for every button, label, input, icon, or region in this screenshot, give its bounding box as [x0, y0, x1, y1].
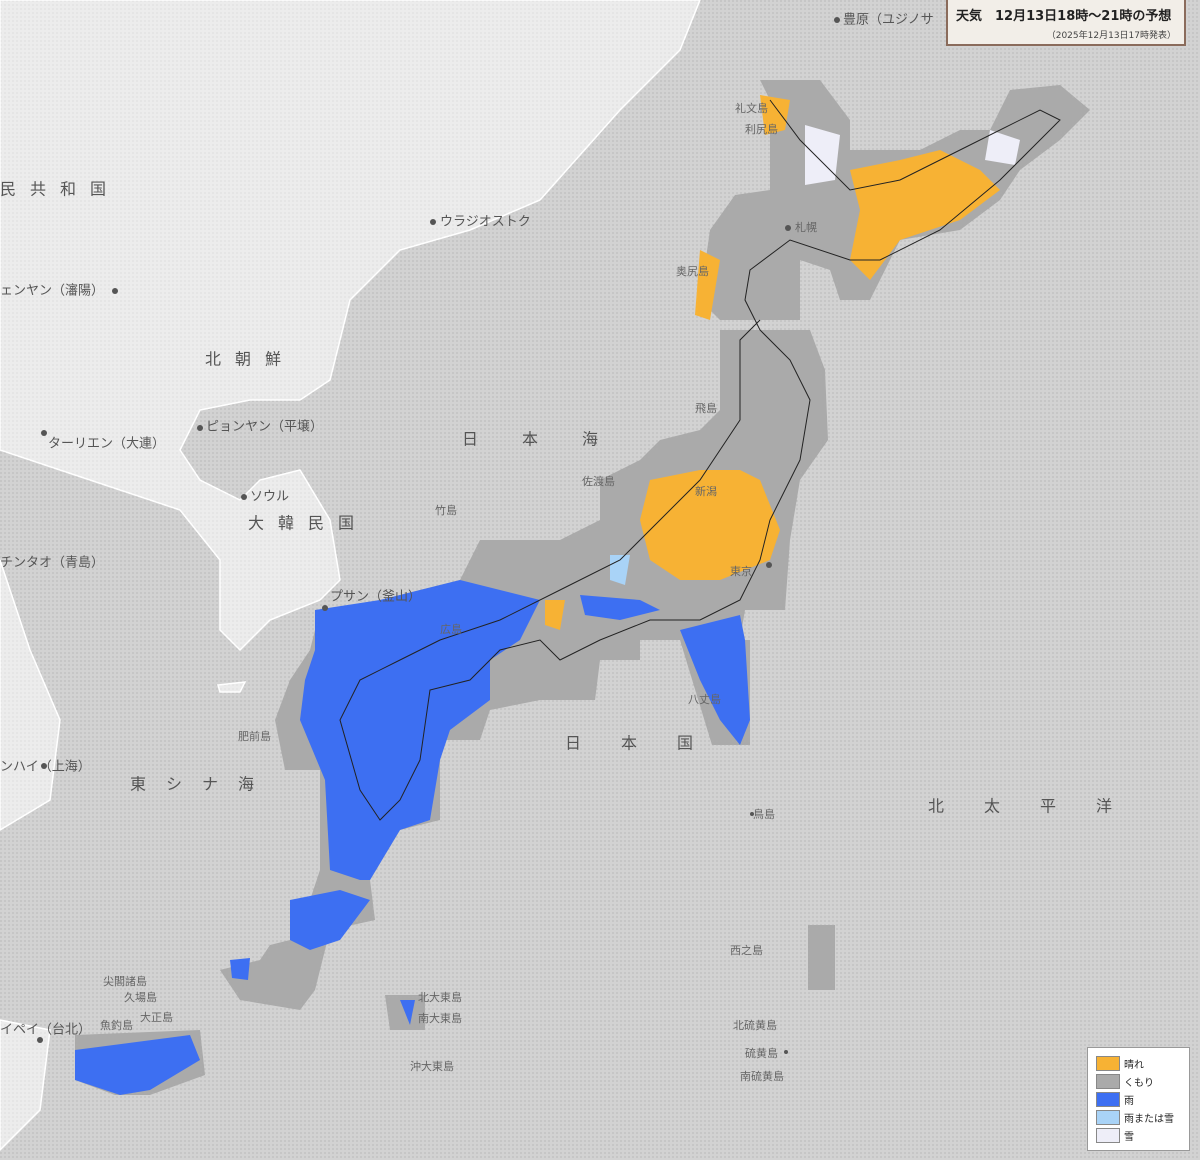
legend-item: 雪: [1096, 1126, 1181, 1144]
weather-area: [580, 595, 660, 620]
place-label: 竹島: [435, 503, 457, 517]
weather-area: [290, 890, 370, 950]
place-label: 八丈島: [688, 692, 721, 706]
place-label: ソウル: [250, 490, 289, 505]
weather-area: [640, 470, 780, 580]
legend-label: 雨: [1124, 1095, 1134, 1107]
legend-item: 晴れ: [1096, 1054, 1181, 1072]
legend-swatch: [1096, 1127, 1120, 1143]
legend-label: 晴れ: [1124, 1059, 1144, 1071]
place-label: 南大東島: [418, 1011, 462, 1025]
place-label: プサン（釜山）: [330, 590, 421, 605]
place-label: 豊原（ユジノサ: [843, 13, 934, 28]
weather-area: [985, 130, 1020, 165]
place-label: 鳥島: [753, 807, 775, 821]
weather-area: [695, 250, 720, 320]
place-label: 尖閣諸島: [103, 974, 147, 988]
place-label: 北太平洋: [928, 797, 1152, 816]
place-labels: 豊原（ユジノサ ウラジオストク 民共和国 ェンヤン（瀋陽） 北朝鮮 ピョンヤン（…: [0, 13, 1152, 1084]
place-label: 北硫黄島: [733, 1018, 777, 1032]
place-label: ターリエン（大連）: [48, 437, 165, 452]
place-label: 佐渡島: [582, 474, 615, 488]
legend-swatch: [1096, 1073, 1120, 1089]
legend-item: 雨: [1096, 1090, 1181, 1108]
legend-swatch: [1096, 1091, 1120, 1107]
place-label: 飛島: [695, 401, 717, 415]
place-label: 札幌: [795, 220, 817, 234]
place-label: 礼文島: [735, 101, 768, 115]
legend-item: 雨または雪: [1096, 1108, 1181, 1126]
place-label: 新潟: [695, 484, 717, 498]
place-label: 広島: [440, 622, 462, 636]
weather-area: [75, 1035, 200, 1095]
weather-area: [808, 925, 835, 990]
place-label: 日本国: [565, 734, 733, 753]
subtitle: （2025年12月13日17時発表）: [1046, 31, 1176, 41]
place-label: イペイ（台北）: [0, 1023, 91, 1038]
place-label: 北大東島: [418, 990, 462, 1004]
legend-swatch: [1096, 1055, 1120, 1071]
place-label: ピョンヤン（平壌）: [206, 420, 323, 435]
continent: [0, 0, 701, 1152]
place-label: 久場島: [124, 990, 157, 1004]
city-dots: [37, 17, 840, 1054]
weather-area: [545, 600, 565, 630]
place-label: チンタオ（青島）: [0, 556, 104, 571]
legend-label: 雪: [1124, 1131, 1134, 1143]
legend-item: くもり: [1096, 1072, 1181, 1090]
place-label: 大正島: [140, 1010, 173, 1024]
legend: 晴れくもり雨雨または雪雪: [1087, 1047, 1190, 1151]
place-label: 北朝鮮: [205, 350, 295, 369]
weather-area: [680, 615, 750, 745]
place-label: 沖大東島: [410, 1059, 454, 1073]
place-label: 硫黄島: [745, 1046, 778, 1060]
legend-label: 雨または雪: [1124, 1113, 1174, 1125]
legend-swatch: [1096, 1109, 1120, 1125]
place-label: 肥前島: [238, 729, 271, 743]
place-label: ェンヤン（瀋陽）: [0, 283, 104, 299]
weather-area: [400, 1000, 415, 1025]
weather-area: [300, 580, 540, 880]
place-label: 魚釣島: [100, 1018, 133, 1032]
place-label: 南硫黄島: [740, 1069, 784, 1083]
place-label: ウラジオストク: [440, 215, 531, 230]
title: 天気 12月13日18時～21時の予想: [956, 9, 1172, 24]
place-label: 東シナ海: [130, 775, 274, 794]
place-label: 利尻島: [745, 122, 778, 136]
weather-area: [760, 95, 790, 135]
legend-label: くもり: [1124, 1077, 1154, 1089]
place-label: 西之島: [730, 943, 763, 957]
title-box: 天気 12月13日18時～21時の予想 （2025年12月13日17時発表）: [946, 0, 1186, 46]
place-label: 奥尻島: [676, 264, 709, 278]
place-label: 日本海: [462, 430, 642, 449]
place-label: ンハイ（上海）: [0, 760, 91, 775]
japan-outline: [339, 99, 1061, 821]
weather-areas: [75, 80, 1090, 1095]
weather-area: [230, 958, 250, 980]
weather-area: [805, 125, 840, 185]
place-label: 大韓民国: [248, 514, 368, 533]
place-label: 東京: [730, 564, 752, 578]
place-label: 民共和国: [0, 180, 120, 199]
